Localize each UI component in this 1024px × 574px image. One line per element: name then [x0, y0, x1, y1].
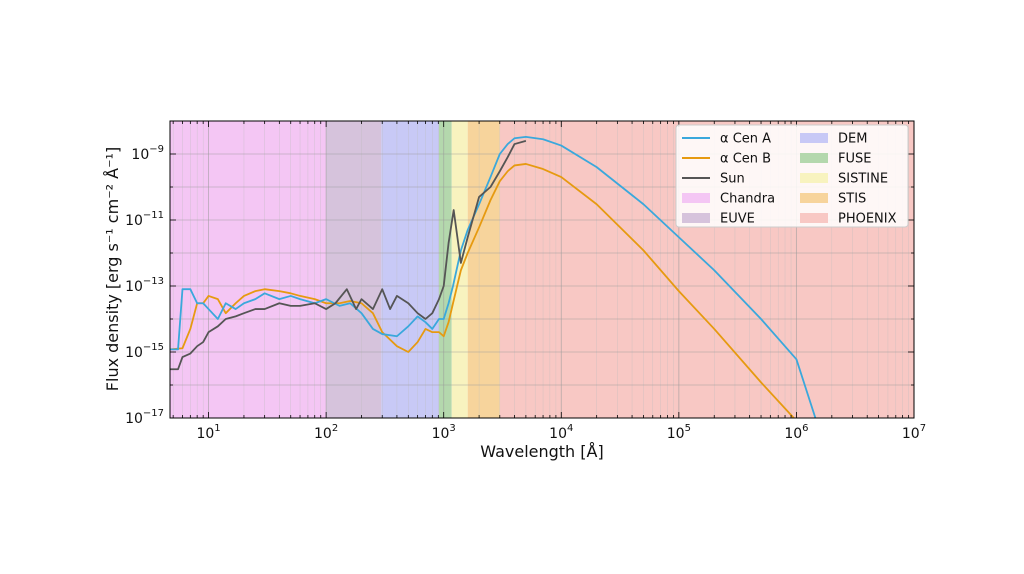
legend-label: DEM	[838, 132, 867, 147]
x-tick-label: 102	[314, 423, 338, 442]
x-tick-label: 104	[549, 423, 573, 442]
band-sistine	[451, 121, 468, 418]
y-axis-title: Flux density [erg s⁻¹ cm⁻² Å⁻¹]	[103, 147, 122, 391]
x-tick-labels: 101 102 103 104 105 106 107	[196, 423, 926, 442]
legend-label: STIS	[838, 192, 866, 207]
series-line-sun	[170, 140, 527, 371]
legend-label: Chandra	[720, 192, 775, 207]
legend-label: α Cen A	[720, 132, 771, 147]
legend-label: Sun	[720, 172, 745, 187]
band-chandra	[170, 121, 327, 418]
y-tick-label: 10−13	[125, 276, 164, 295]
legend-patch-swatch	[800, 173, 828, 183]
x-tick-label: 107	[902, 423, 926, 442]
series-line-cen-a	[170, 135, 817, 418]
legend-box	[675, 124, 909, 228]
axis-ticks	[170, 120, 915, 419]
legend-label: α Cen B	[720, 152, 771, 167]
y-tick-label: 10−17	[125, 408, 164, 427]
y-tick-label: 10−15	[125, 342, 164, 361]
plot-frame	[169, 120, 915, 419]
legend-patch-swatch	[800, 153, 828, 163]
legend-label: EUVE	[720, 212, 755, 227]
band-stis	[467, 121, 500, 418]
legend-label: SISTINE	[838, 172, 888, 187]
y-tick-label: 10−11	[125, 210, 164, 229]
x-tick-label: 106	[784, 423, 808, 442]
y-tick-label: 10−9	[131, 144, 164, 163]
legend-patch-swatch	[800, 133, 828, 143]
legend-patch-swatch	[800, 193, 828, 203]
x-tick-label: 105	[667, 423, 691, 442]
y-tick-labels: 10−17 10−15 10−13 10−11 10−9	[125, 144, 164, 427]
legend-patch-swatch	[800, 213, 828, 223]
x-axis-title: Wavelength [Å]	[480, 442, 603, 461]
legend-patch-swatch	[682, 193, 710, 203]
band-euve	[326, 121, 382, 418]
legend-patch-swatch	[682, 213, 710, 223]
legend-label: PHOENIX	[838, 212, 897, 227]
band-dem	[381, 121, 439, 418]
legend-label: FUSE	[838, 152, 871, 167]
x-tick-label: 101	[196, 423, 220, 442]
legend: α Cen A α Cen B Sun Chandra EUVE DEM FUSE SISTI…	[675, 124, 909, 228]
x-tick-label: 103	[432, 423, 456, 442]
data-series	[170, 135, 817, 418]
